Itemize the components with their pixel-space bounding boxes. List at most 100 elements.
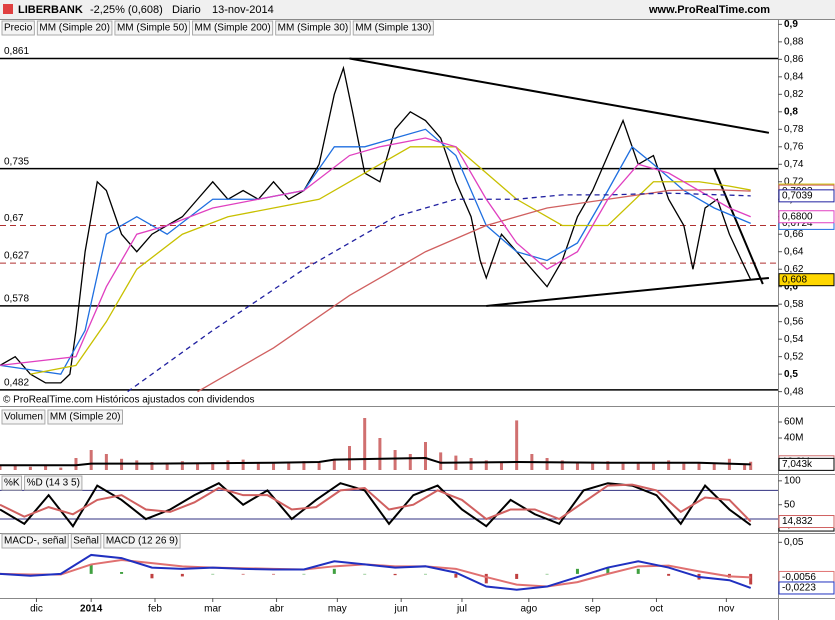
legend-entry: MM (Simple 200) (195, 23, 271, 34)
y-tick-label: 100 (784, 475, 801, 486)
legend-entry: MM (Simple 30) (278, 23, 349, 34)
change: -2,25% (0,608) (90, 4, 163, 16)
bar (560, 460, 564, 470)
x-tick-label: jul (456, 604, 467, 615)
last-value-label: -0,0223 (782, 583, 816, 594)
bar (667, 460, 671, 470)
bar (302, 461, 306, 470)
bar (749, 573, 753, 585)
bar (89, 564, 93, 574)
bar (150, 462, 154, 470)
y-tick-label: 0,82 (784, 89, 804, 100)
bar (682, 463, 686, 470)
legend-box (36, 20, 113, 36)
level-label: 0,482 (4, 378, 29, 389)
bar (180, 573, 184, 577)
bar (120, 572, 124, 574)
level-label: 0,861 (4, 46, 29, 57)
legend-box (70, 533, 102, 549)
bar (469, 458, 473, 470)
level-label: 0,67 (4, 213, 24, 224)
series-line (0, 553, 752, 591)
bar (89, 450, 93, 470)
y-tick-label: 0,84 (784, 71, 804, 82)
bar (621, 463, 625, 470)
bar (13, 465, 17, 470)
legend-box (24, 475, 83, 491)
y-tick-label: 0,9 (784, 19, 798, 30)
bar (575, 568, 579, 574)
legend-box (47, 409, 123, 425)
last-value-label: 7,043k (782, 459, 813, 470)
bar (104, 454, 108, 470)
y-tick-label: 0,5 (784, 369, 798, 380)
x-tick-label: oct (650, 604, 664, 615)
bar (256, 462, 260, 470)
bar (0, 466, 2, 470)
legend-box (114, 20, 191, 36)
bar (196, 463, 200, 470)
x-tick-label: may (328, 604, 347, 615)
bar (393, 573, 397, 576)
bar (241, 459, 245, 470)
bar (135, 460, 139, 470)
bar (697, 462, 701, 470)
date: 13-nov-2014 (212, 4, 274, 16)
y-tick-label: 50 (784, 499, 796, 510)
bar (545, 458, 549, 470)
last-value-label: -0,0056 (782, 572, 816, 583)
bar (408, 454, 412, 470)
header-icon (3, 4, 13, 14)
legend-entry: MM (Simple 50) (117, 23, 188, 34)
plot-area (0, 57, 778, 393)
bar (454, 573, 458, 578)
bar (302, 573, 306, 575)
legend-entry: MM (Simple 20) (50, 412, 121, 423)
y-tick-label: 40M (784, 433, 803, 444)
bar (749, 461, 753, 470)
x-tick-label: feb (148, 604, 162, 615)
plot-area (0, 482, 778, 528)
bar (332, 460, 336, 470)
bar (272, 463, 276, 470)
bar (575, 462, 579, 470)
y-tick-label: 0,88 (784, 37, 804, 48)
trendline (349, 57, 770, 134)
y-tick-label: 0,72 (784, 176, 804, 187)
bar (226, 460, 230, 470)
bar (423, 573, 427, 575)
bar (636, 462, 640, 470)
plot-area (0, 553, 753, 591)
bar (180, 461, 184, 470)
header-bar (0, 0, 835, 19)
y-tick-label: 0,8 (784, 106, 798, 117)
legend-box (1, 409, 46, 425)
last-value-box (778, 515, 835, 529)
x-tick-label: dic (30, 604, 43, 615)
x-tick-label: nov (718, 604, 734, 615)
last-value-box (778, 581, 835, 595)
y-tick-label: 0,58 (784, 299, 804, 310)
bar (499, 462, 503, 470)
level-label: 0,578 (4, 294, 29, 305)
y-tick-label: 0,6 (784, 281, 798, 292)
legend-box (103, 533, 181, 549)
level-label: 0,735 (4, 156, 29, 167)
trendline (486, 276, 770, 307)
y-tick-label: 0,62 (784, 264, 804, 275)
bar (484, 460, 488, 470)
y-tick-label: 0,66 (784, 229, 804, 240)
series-line (0, 483, 752, 523)
y-tick-label: 0,05 (784, 537, 804, 548)
x-tick-label: mar (204, 604, 222, 615)
bar (287, 462, 291, 470)
x-tick-label: abr (269, 604, 284, 615)
y-tick-label: 0,78 (784, 124, 804, 135)
series-line (0, 456, 751, 467)
legend-entry: Volumen (4, 412, 43, 423)
legend-box (1, 475, 23, 491)
y-tick-label: 0,54 (784, 334, 804, 345)
legend-box (1, 533, 69, 549)
bar (28, 466, 32, 470)
